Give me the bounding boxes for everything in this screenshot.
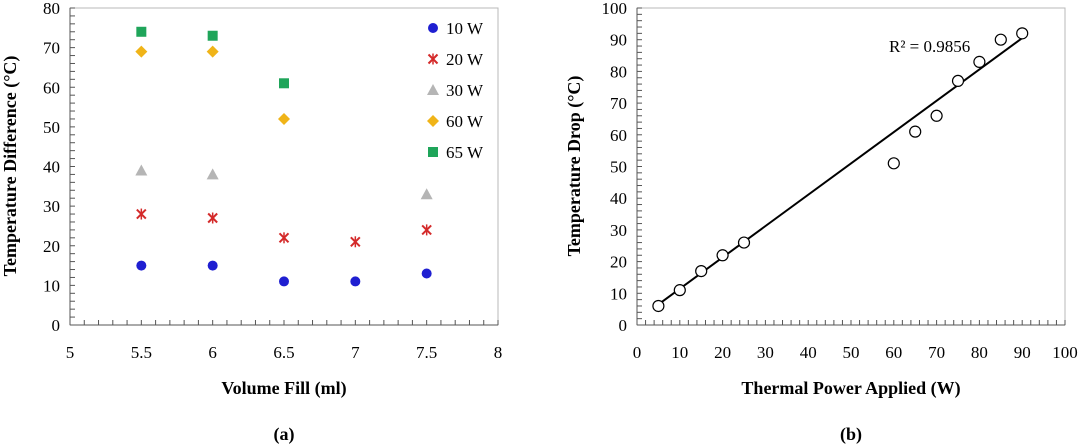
b-y-tick-label: 30	[610, 221, 627, 240]
chart-a-legend: 10 W 20 W 30 W 60 W 65 W	[427, 19, 484, 162]
a-point-30w	[135, 164, 148, 176]
a-point-10w	[207, 260, 218, 271]
chart-a-points	[135, 26, 433, 287]
a-y-tick-label: 40	[43, 158, 60, 177]
a-x-tick-label: 7	[351, 343, 360, 362]
chart-b: 0 10 20 30 40 50 60 70 80 90 100 0 10 20 30 40 50 60 70 80…	[564, 0, 1078, 445]
a-point-10w	[350, 276, 361, 287]
legend-label: 60 W	[446, 112, 484, 131]
b-y-tick-label: 70	[610, 94, 627, 113]
b-y-tick-label: 10	[610, 284, 627, 303]
legend-label: 10 W	[446, 19, 484, 38]
chart-a-caption: (a)	[274, 424, 295, 445]
b-x-tick-label: 20	[714, 343, 731, 362]
chart-a: 5 5.5 6 6.5 7 7.5 8 0 10 20 30 40 50 60 70 80 10 W 20 W…	[0, 0, 502, 445]
a-x-tick-label: 5.5	[131, 343, 152, 362]
legend-marker-20w	[427, 53, 439, 65]
chart-b-minor-ticks	[636, 7, 1066, 326]
chart-b-points	[652, 27, 1029, 313]
a-point-65w	[207, 30, 218, 41]
b-y-tick-label: 60	[610, 126, 627, 145]
b-x-tick-label: 40	[800, 343, 817, 362]
b-y-tick-label: 20	[610, 253, 627, 272]
b-x-tick-label: 90	[1014, 343, 1031, 362]
a-point-20w	[136, 208, 147, 220]
b-point-series	[909, 125, 922, 138]
a-y-tick-label: 0	[52, 316, 61, 335]
legend-marker-30w	[427, 84, 439, 95]
chart-b-plot-area	[636, 7, 1066, 326]
a-point-10w	[421, 268, 432, 279]
legend-label: 30 W	[446, 81, 484, 100]
b-point-series	[673, 284, 686, 297]
legend-label: 20 W	[446, 50, 484, 69]
a-y-tick-label: 10	[43, 276, 60, 295]
b-x-tick-label: 50	[843, 343, 860, 362]
a-point-20w	[278, 232, 290, 244]
a-point-65w	[136, 26, 147, 37]
b-y-tick-label: 90	[610, 31, 627, 50]
a-point-10w	[136, 260, 147, 271]
b-x-tick-label: 100	[1052, 343, 1078, 362]
b-x-tick-label: 70	[928, 343, 945, 362]
a-point-30w	[206, 168, 219, 180]
b-x-tick-label: 10	[671, 343, 688, 362]
chart-b-x-axis-title: Thermal Power Applied (W)	[741, 378, 960, 399]
legend-marker-10w	[428, 23, 438, 33]
b-point-series	[737, 236, 751, 249]
b-x-tick-label: 0	[633, 343, 642, 362]
b-point-series	[716, 249, 729, 262]
chart-a-minor-ticks	[69, 7, 499, 326]
chart-b-r-squared-label: R² = 0.9856	[889, 37, 970, 56]
a-point-20w	[421, 224, 432, 236]
chart-b-y-tick-labels: 0 10 20 30 40 50 60 70 80 90 100	[602, 0, 628, 335]
b-point-series	[951, 74, 965, 88]
b-y-tick-label: 50	[610, 158, 627, 177]
b-y-tick-label: 0	[619, 316, 628, 335]
a-x-tick-label: 6.5	[273, 343, 294, 362]
legend-marker-65w	[428, 147, 438, 157]
a-x-tick-label: 5	[66, 343, 75, 362]
a-point-20w	[350, 236, 361, 248]
legend-label: 65 W	[446, 143, 484, 162]
chart-a-x-axis-title: Volume Fill (ml)	[221, 378, 346, 399]
a-point-60w	[135, 45, 148, 58]
a-point-30w	[420, 188, 433, 200]
chart-b-y-axis-title: Temperature Drop (°C)	[564, 76, 585, 257]
b-x-tick-label: 30	[757, 343, 774, 362]
a-x-tick-label: 6	[208, 343, 217, 362]
a-y-tick-label: 60	[43, 78, 60, 97]
a-point-65w	[279, 78, 289, 89]
a-y-tick-label: 80	[43, 0, 60, 18]
chart-b-x-tick-labels: 0 10 20 30 40 50 60 70 80 90 100	[633, 343, 1078, 362]
b-x-tick-label: 80	[971, 343, 988, 362]
b-point-series	[930, 109, 943, 122]
chart-a-x-tick-labels: 5 5.5 6 6.5 7 7.5 8	[66, 343, 503, 362]
b-point-series	[652, 299, 665, 313]
b-point-series	[994, 33, 1007, 46]
b-point-series	[695, 265, 708, 278]
a-y-tick-label: 70	[43, 39, 60, 58]
a-point-10w	[279, 276, 289, 287]
a-x-tick-label: 8	[494, 343, 503, 362]
a-point-20w	[207, 212, 218, 224]
b-x-tick-label: 60	[885, 343, 902, 362]
legend-marker-60w	[427, 115, 439, 127]
a-y-tick-label: 20	[43, 237, 60, 256]
b-point-series	[1016, 27, 1029, 40]
b-point-series	[887, 157, 900, 170]
b-y-tick-label: 40	[610, 189, 627, 208]
b-point-series	[973, 55, 986, 68]
b-y-tick-label: 80	[610, 62, 627, 81]
a-point-60w	[278, 112, 290, 125]
chart-a-y-axis-title: Temperature Difference (°C)	[0, 56, 21, 277]
b-y-tick-label: 100	[602, 0, 628, 18]
a-point-60w	[206, 45, 219, 58]
a-y-tick-label: 30	[43, 197, 60, 216]
chart-b-caption: (b)	[840, 424, 862, 445]
a-x-tick-label: 7.5	[416, 343, 437, 362]
a-y-tick-label: 50	[43, 118, 60, 137]
chart-a-y-tick-labels: 0 10 20 30 40 50 60 70 80	[43, 0, 60, 335]
